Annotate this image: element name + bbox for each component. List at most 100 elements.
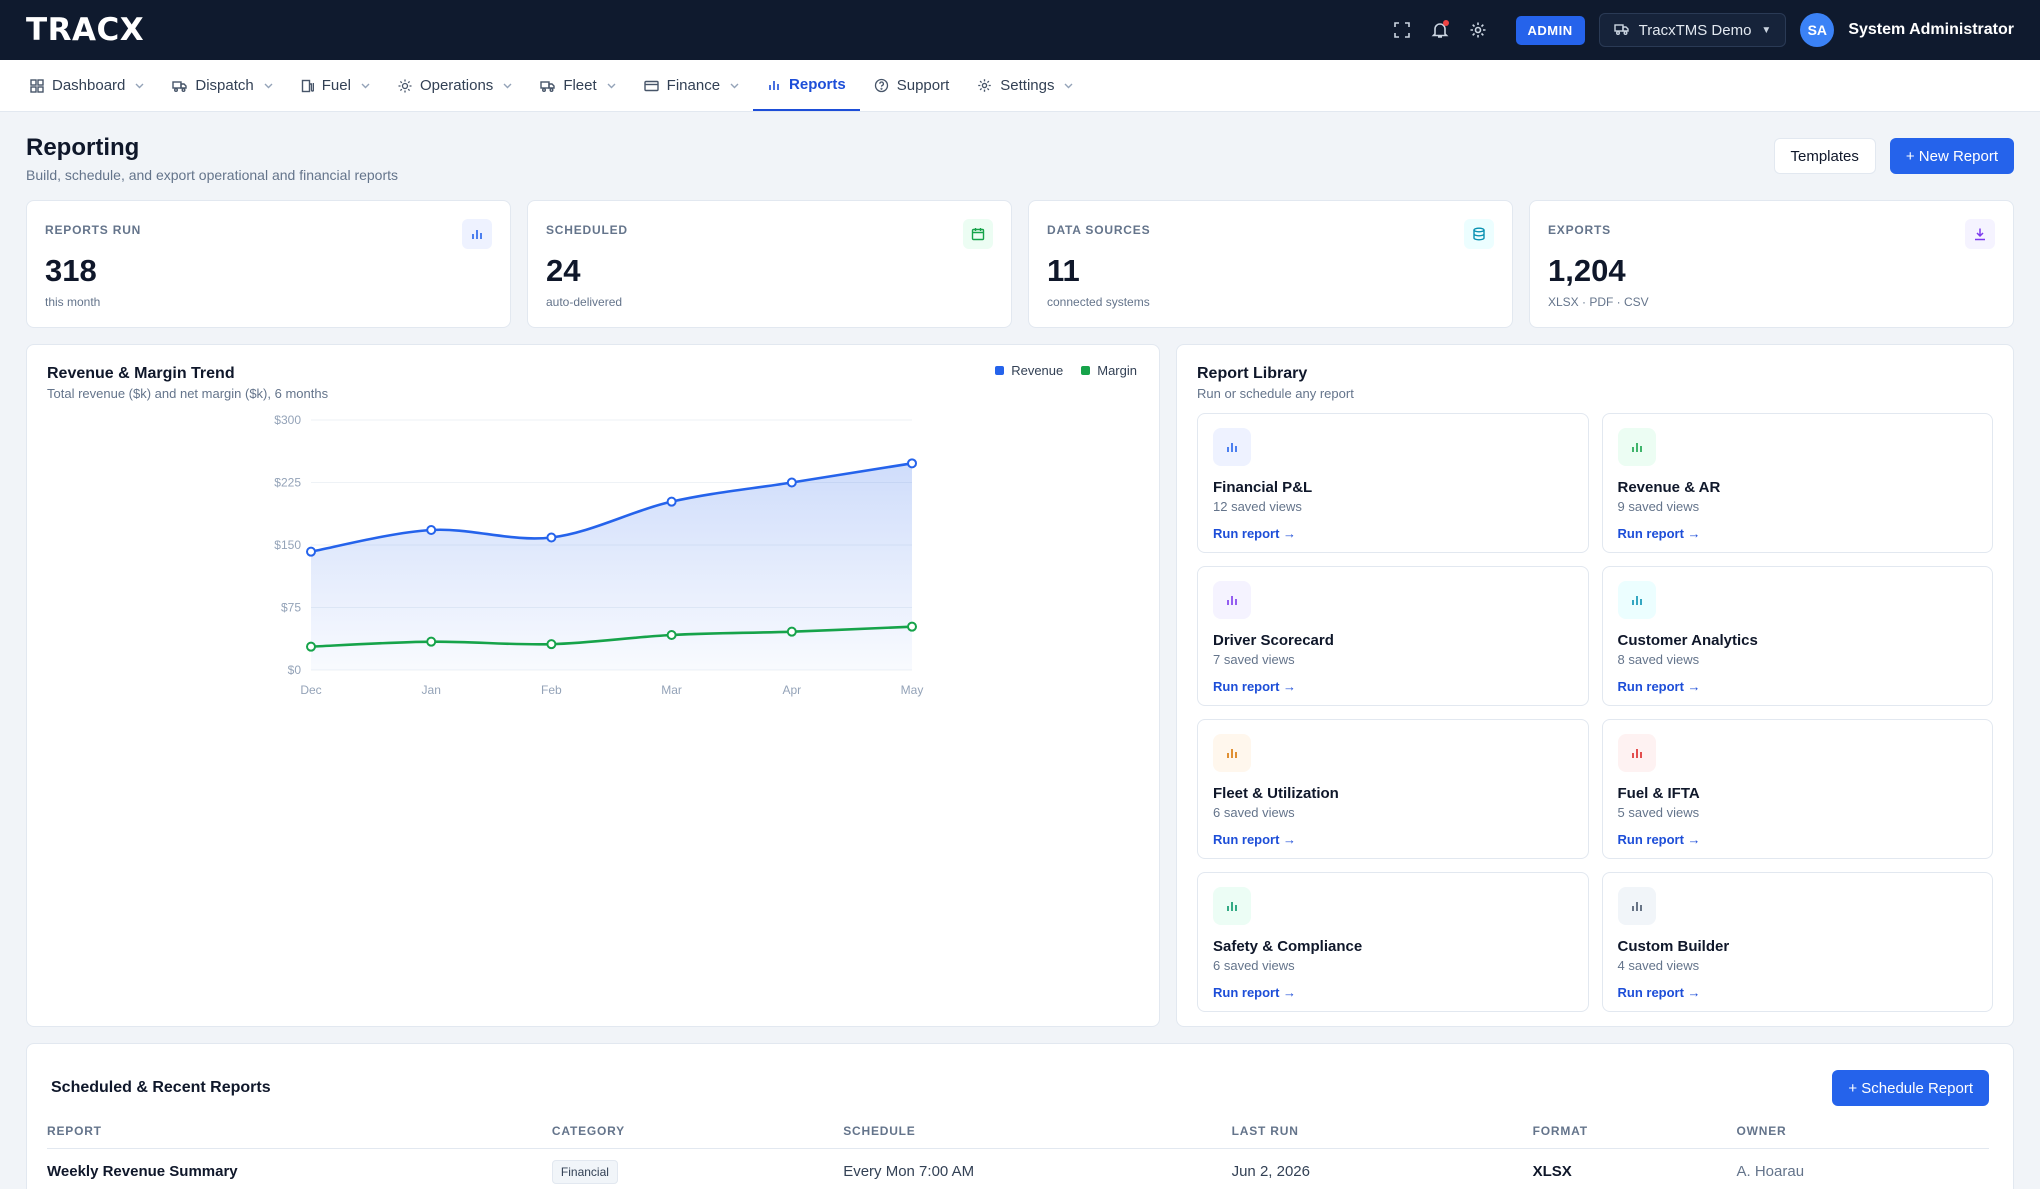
stat-card-scheduled: SCHEDULED 24 auto-delivered (527, 200, 1012, 328)
data-point-revenue[interactable] (306, 546, 316, 557)
run-report-link[interactable]: Run report → (1617, 679, 1701, 694)
bell-icon[interactable] (1428, 18, 1452, 42)
library-card[interactable]: Custom Builder 4 saved views Run report → (1601, 872, 1993, 1012)
nav-item-fuel[interactable]: Fuel (287, 60, 384, 111)
bar-chart-icon (1617, 581, 1656, 619)
nav-label: Dispatch (195, 77, 254, 94)
bar-chart-icon (1213, 428, 1251, 466)
calendar-icon (963, 219, 993, 249)
library-card[interactable]: Revenue & AR 9 saved views Run report → (1601, 413, 1993, 553)
series-line-margin (310, 625, 913, 648)
stat-card-exports: EXPORTS 1,204 XLSX · PDF · CSV (1529, 200, 2014, 328)
nav-label: Support (896, 77, 950, 94)
last-run-cell: Jun 2, 2026 (1231, 1148, 1533, 1189)
legend-margin[interactable]: Margin (1081, 363, 1137, 378)
library-card-views: 6 saved views (1213, 805, 1295, 820)
gear-icon[interactable] (1466, 18, 1490, 42)
nav-item-settings[interactable]: Settings (963, 60, 1087, 111)
data-point-revenue[interactable] (786, 477, 797, 488)
library-card-name: Financial P&L (1213, 479, 1313, 496)
nav-item-dashboard[interactable]: Dashboard (16, 60, 158, 111)
scheduled-table: REPORT CATEGORY SCHEDULE LAST RUN FORMAT OWNE… (47, 1114, 1989, 1189)
run-report-link[interactable]: Run report → (1617, 985, 1701, 1000)
library-card[interactable]: Fleet & Utilization 6 saved views Run repo… (1197, 719, 1589, 859)
data-point-revenue[interactable] (666, 496, 677, 507)
logo[interactable]: TRACX (26, 12, 145, 48)
database-icon (1464, 219, 1494, 249)
nav-label: Dashboard (52, 77, 126, 94)
stat-value: 1,204 (1548, 253, 1626, 288)
library-card[interactable]: Customer Analytics 8 saved views Run repor… (1601, 566, 1993, 706)
column-header[interactable]: SCHEDULE (843, 1114, 1232, 1149)
nav-item-operations[interactable]: Operations (384, 60, 526, 111)
chevron-down-icon (607, 83, 616, 89)
stat-note: auto-delivered (546, 295, 623, 309)
library-card[interactable]: Fuel & IFTA 5 saved views Run report → (1601, 719, 1993, 859)
report-name-cell[interactable]: Weekly Revenue Summary (47, 1148, 552, 1189)
tenant-selector[interactable]: TracxTMS Demo ▼ (1598, 13, 1787, 47)
column-header[interactable]: FORMAT (1532, 1114, 1737, 1149)
stat-note: XLSX · PDF · CSV (1548, 295, 1649, 309)
data-point-margin[interactable] (306, 641, 316, 652)
run-report-link[interactable]: Run report → (1213, 679, 1297, 694)
data-point-margin[interactable] (546, 639, 557, 650)
series-area-revenue (311, 463, 912, 670)
column-header[interactable]: LAST RUN (1231, 1114, 1533, 1149)
column-header[interactable]: CATEGORY (551, 1114, 844, 1149)
column-header[interactable]: OWNER (1736, 1114, 1989, 1149)
library-card-name: Custom Builder (1617, 938, 1730, 955)
library-card[interactable]: Financial P&L 12 saved views Run report → (1197, 413, 1589, 553)
library-card-name: Driver Scorecard (1213, 632, 1334, 649)
run-report-link[interactable]: Run report → (1213, 526, 1297, 541)
library-card-views: 4 saved views (1617, 958, 1700, 973)
fullscreen-icon[interactable] (1390, 18, 1414, 42)
chevron-down-icon (503, 83, 512, 89)
stat-value: 318 (45, 253, 97, 288)
data-point-revenue[interactable] (426, 525, 437, 535)
page-subtitle: Build, schedule, and export operational … (26, 167, 399, 183)
templates-button[interactable]: Templates (1773, 138, 1876, 174)
schedule-report-button[interactable]: + Schedule Report (1832, 1070, 1989, 1106)
data-point-margin[interactable] (426, 636, 437, 647)
library-card-name: Safety & Compliance (1213, 938, 1363, 955)
library-card[interactable]: Safety & Compliance 6 saved views Run repo… (1197, 872, 1589, 1012)
x-tick-label: Jan (422, 683, 441, 697)
nav-label: Fleet (563, 77, 597, 94)
stat-label: EXPORTS (1548, 223, 1611, 237)
library-card-name: Customer Analytics (1617, 632, 1758, 649)
chevron-down-icon (361, 83, 370, 89)
nav-item-fleet[interactable]: Fleet (526, 60, 629, 111)
data-point-revenue[interactable] (907, 458, 917, 469)
run-report-link[interactable]: Run report → (1213, 985, 1297, 1000)
legend-revenue[interactable]: Revenue (995, 363, 1063, 378)
run-report-link[interactable]: Run report → (1617, 526, 1701, 541)
library-title: Report Library (1197, 365, 1308, 382)
y-tick-label: $0 (288, 663, 302, 677)
run-report-link[interactable]: Run report → (1213, 832, 1297, 847)
data-point-margin[interactable] (907, 621, 917, 632)
table-header-row: REPORT CATEGORY SCHEDULE LAST RUN FORMAT OWNE… (47, 1114, 1989, 1149)
format-cell: XLSX (1532, 1148, 1737, 1189)
column-header[interactable]: REPORT (47, 1114, 552, 1149)
nav-label: Settings (1000, 77, 1055, 94)
table-row[interactable]: Weekly Revenue Summary Financial Every Mon… (47, 1148, 1989, 1189)
new-report-button[interactable]: + New Report (1889, 138, 2014, 174)
nav-item-support[interactable]: Support (860, 60, 964, 111)
data-point-margin[interactable] (786, 626, 797, 637)
user-name[interactable]: System Administrator (1848, 21, 2014, 38)
data-point-revenue[interactable] (546, 532, 557, 543)
bar-chart-icon (1213, 581, 1251, 619)
library-card[interactable]: Driver Scorecard 7 saved views Run report … (1197, 566, 1589, 706)
library-grid: Financial P&L 12 saved views Run report → R… (1197, 413, 1993, 1012)
stat-note: this month (45, 295, 101, 309)
category-pill: Financial (551, 1160, 618, 1184)
nav-item-finance[interactable]: Finance (630, 60, 753, 111)
run-report-link[interactable]: Run report → (1617, 832, 1701, 847)
nav-item-dispatch[interactable]: Dispatch (158, 60, 286, 111)
bar-chart-icon (1617, 887, 1656, 925)
nav-item-reports[interactable]: Reports (753, 60, 860, 111)
x-tick-label: Feb (541, 683, 562, 697)
data-point-margin[interactable] (666, 630, 677, 640)
library-card-name: Revenue & AR (1617, 479, 1721, 496)
avatar[interactable]: SA (1800, 13, 1835, 47)
